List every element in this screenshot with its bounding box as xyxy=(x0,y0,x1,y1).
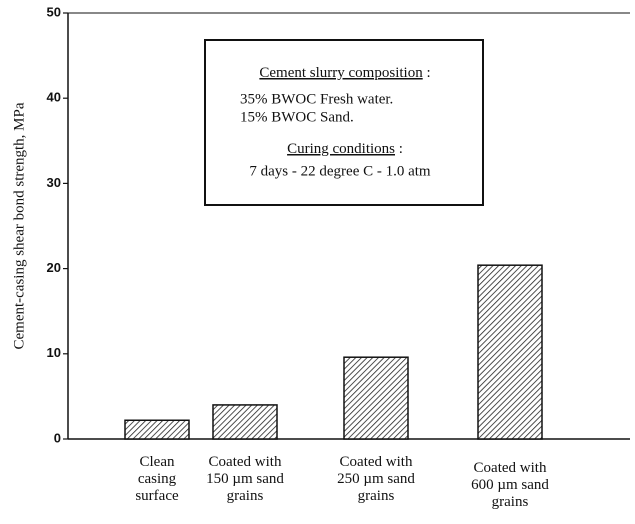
x-tick-label: Coated with 600 µm sand grains xyxy=(471,460,549,510)
colon: : xyxy=(395,141,403,157)
y-axis-label: Cement-casing shear bond strength, MPa xyxy=(11,102,27,349)
x-tick-label-line: casing xyxy=(138,471,177,487)
x-tick-label-line: surface xyxy=(135,488,179,504)
x-tick-label-line: 250 µm sand xyxy=(337,471,415,487)
colon: : xyxy=(423,65,431,81)
x-tick-label: Coated with 150 µm sand grains xyxy=(206,454,284,504)
y-tick-label: 0 xyxy=(54,430,61,445)
bar xyxy=(343,356,409,440)
x-tick-label-line: grains xyxy=(227,488,264,504)
annotation-line: 7 days - 22 degree C - 1.0 atm xyxy=(249,163,431,179)
y-tick-label: 10 xyxy=(47,345,61,360)
x-tick-label-line: grains xyxy=(492,494,529,510)
annotation-line: 35% BWOC Fresh water. xyxy=(240,91,393,107)
bar xyxy=(477,264,543,440)
x-tick-label-line: Coated with xyxy=(209,454,282,470)
x-tick-label-line: Coated with xyxy=(340,454,413,470)
heading: Curing conditions xyxy=(287,141,395,157)
annotation-box xyxy=(204,39,484,206)
x-tick-label-line: grains xyxy=(358,488,395,504)
y-tick-label: 50 xyxy=(47,4,61,19)
x-tick-label: Coated with 250 µm sand grains xyxy=(337,454,415,504)
y-tick-label: 30 xyxy=(47,175,61,190)
bar xyxy=(212,404,278,440)
y-tick-label: 20 xyxy=(47,260,61,275)
x-tick-label-line: 600 µm sand xyxy=(471,477,549,493)
x-tick-label: Clean casing surface xyxy=(135,454,179,504)
bar xyxy=(124,419,190,440)
heading: Cement slurry composition xyxy=(259,65,423,81)
annotation-heading: Curing conditions : xyxy=(287,141,403,157)
annotation-line: 15% BWOC Sand. xyxy=(240,109,354,125)
annotation-heading: Cement slurry composition : xyxy=(259,65,430,81)
x-tick-label-line: Coated with xyxy=(474,460,547,476)
x-tick-label-line: 150 µm sand xyxy=(206,471,284,487)
y-tick-label: 40 xyxy=(47,90,61,105)
x-tick-label-line: Clean xyxy=(140,454,175,470)
